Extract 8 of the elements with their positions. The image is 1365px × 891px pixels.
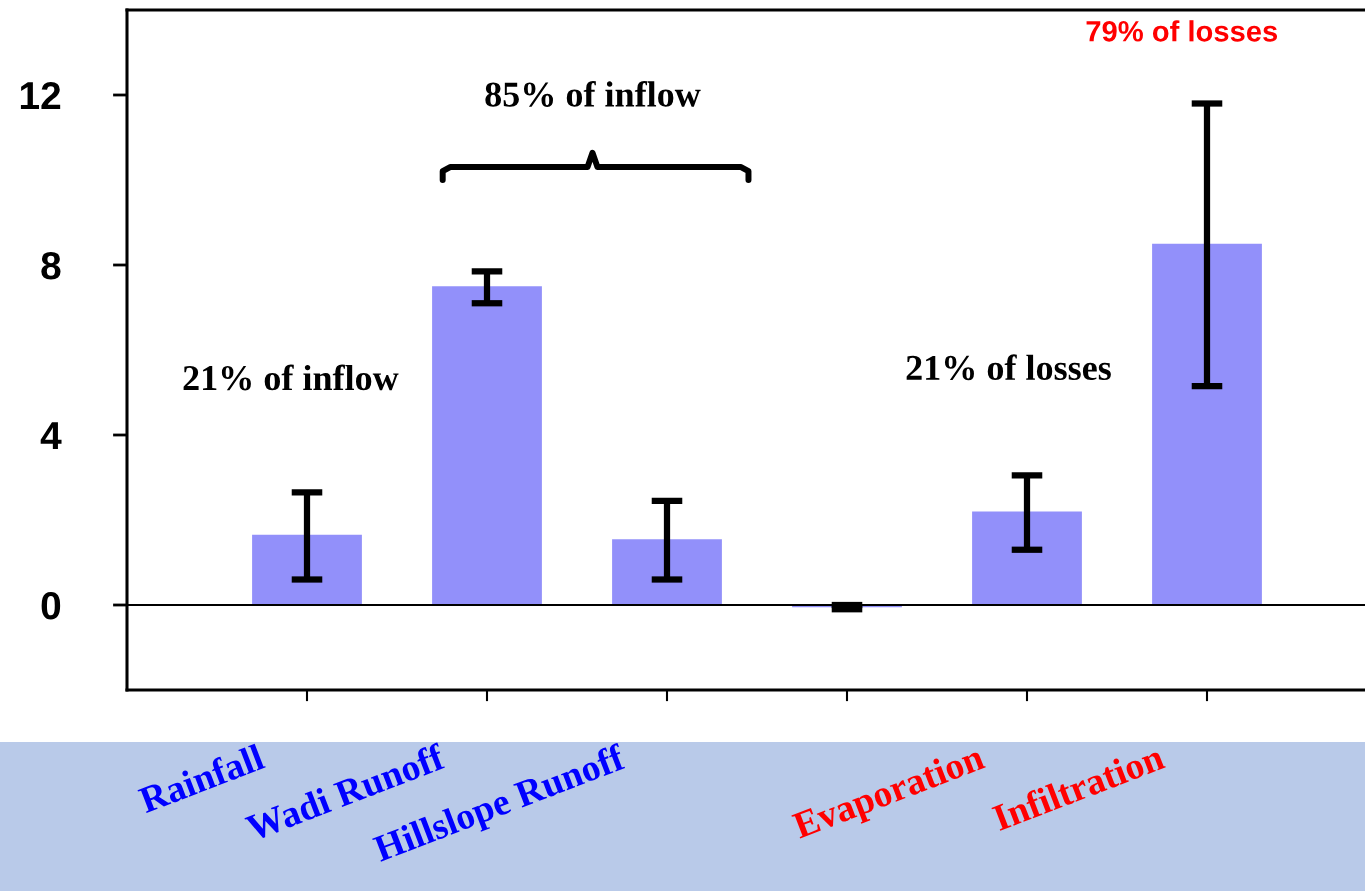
y-tick-label: 4 (40, 422, 62, 450)
annotation: 79% of losses (1086, 20, 1278, 42)
y-tick-label: 0 (41, 591, 61, 620)
annotation: 21% of losses (906, 354, 1111, 381)
annotation: 21% of inflow (183, 364, 399, 391)
y-tick-label: 8 (41, 251, 61, 280)
annotation: 85% of inflow (485, 80, 701, 107)
y-tick-label: 12 (20, 81, 61, 110)
